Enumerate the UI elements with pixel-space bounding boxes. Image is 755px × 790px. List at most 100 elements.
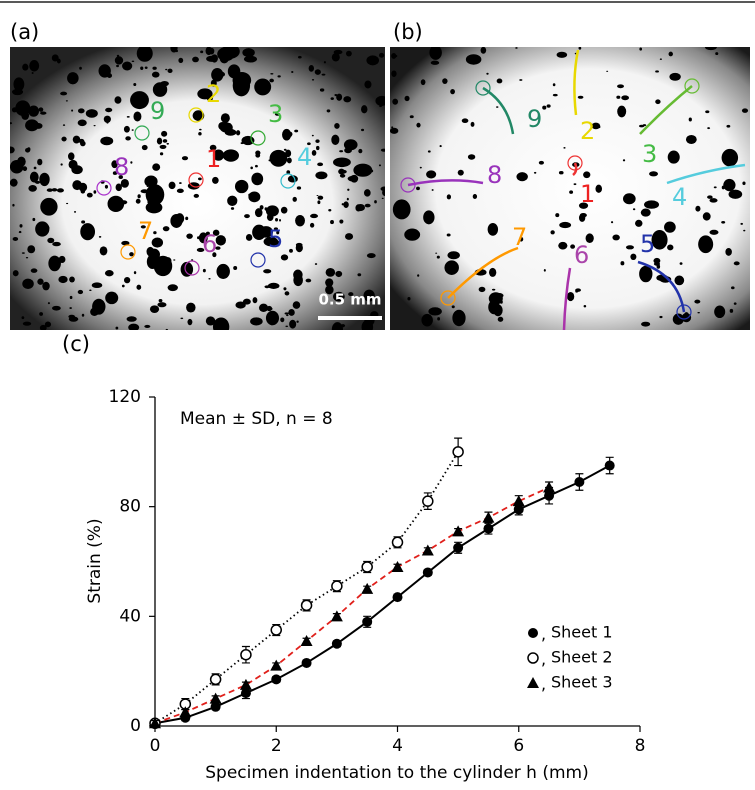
- speckle: [159, 152, 164, 156]
- speckle: [416, 186, 420, 191]
- speckle: [242, 48, 255, 58]
- speckle: [488, 267, 497, 277]
- speckle: [158, 299, 163, 303]
- speckle: [135, 198, 141, 204]
- speckle: [44, 321, 52, 328]
- image-b: [390, 47, 750, 330]
- speckle: [291, 70, 294, 74]
- speckle: [569, 190, 574, 194]
- y-tick-label: 0: [130, 716, 141, 736]
- marker-number: 3: [642, 140, 657, 168]
- marker-number: 6: [202, 230, 217, 258]
- speckle: [620, 261, 625, 266]
- speckle: [193, 193, 200, 198]
- speckle: [266, 213, 274, 222]
- data-point: [210, 701, 221, 712]
- speckle: [85, 109, 98, 118]
- legend-label: Sheet 2: [551, 648, 613, 667]
- speckle: [338, 168, 345, 175]
- speckle: [145, 201, 163, 214]
- speckle: [694, 299, 701, 304]
- speckle: [407, 296, 411, 301]
- speckle: [421, 313, 433, 327]
- speckle: [185, 216, 189, 221]
- speckle: [72, 135, 81, 144]
- speckle: [242, 298, 251, 305]
- speckle: [12, 270, 19, 277]
- speckle: [38, 107, 44, 112]
- scale-bar-label: 0.5 mm: [318, 291, 381, 309]
- speckle: [104, 184, 109, 189]
- speckle: [335, 270, 343, 278]
- speckle: [317, 200, 321, 205]
- speckle: [212, 149, 225, 161]
- speckle: [430, 47, 435, 53]
- speckle: [241, 135, 255, 146]
- speckle: [230, 207, 235, 210]
- data-point: [331, 580, 343, 592]
- speckle: [672, 313, 684, 325]
- speckle: [68, 159, 78, 170]
- speckle: [656, 264, 661, 269]
- speckle: [644, 200, 660, 209]
- legend-marker: [528, 628, 538, 638]
- speckle: [196, 247, 205, 253]
- speckle: [216, 263, 230, 279]
- marker-number: 2: [580, 117, 595, 145]
- speckle: [664, 221, 676, 233]
- speckle: [740, 222, 744, 225]
- speckle: [162, 139, 168, 143]
- speckle: [325, 278, 334, 287]
- speckle: [356, 203, 366, 212]
- speckle: [19, 224, 23, 228]
- speckle: [715, 52, 719, 56]
- speckle: [741, 108, 749, 113]
- speckle: [146, 254, 159, 270]
- speckle: [276, 230, 280, 235]
- speckle: [697, 312, 700, 314]
- speckle: [47, 237, 55, 244]
- speckle: [437, 317, 441, 321]
- speckle: [100, 136, 114, 146]
- speckle: [333, 157, 351, 168]
- speckle: [133, 111, 142, 122]
- speckle: [77, 119, 87, 127]
- speckle: [726, 124, 731, 128]
- speckle: [347, 188, 350, 191]
- speckle: [37, 278, 44, 285]
- x-tick-label: 2: [271, 736, 282, 756]
- data-point: [179, 706, 192, 718]
- speckle: [279, 218, 282, 222]
- speckle: [60, 260, 64, 263]
- speckle: [380, 148, 385, 152]
- data-point: [453, 542, 464, 553]
- speckle: [419, 166, 422, 169]
- speckle: [71, 109, 74, 112]
- speckle: [499, 300, 503, 304]
- y-tick-label: 40: [119, 606, 141, 626]
- speckle: [346, 197, 349, 201]
- speckle: [151, 237, 164, 248]
- speckle: [659, 58, 662, 60]
- speckle: [642, 124, 647, 127]
- data-point: [361, 561, 373, 573]
- speckle: [404, 228, 421, 241]
- data-point: [239, 678, 252, 690]
- speckle: [232, 74, 251, 97]
- speckle: [208, 277, 211, 280]
- speckle: [131, 60, 135, 63]
- marker-number: 9: [527, 105, 542, 133]
- speckle: [173, 259, 176, 261]
- data-point: [421, 544, 434, 556]
- speckle: [404, 95, 410, 102]
- speckle: [555, 213, 560, 218]
- speckle: [282, 128, 292, 141]
- speckle: [625, 245, 634, 250]
- speckle: [705, 110, 710, 114]
- speckle: [495, 106, 499, 108]
- speckle: [364, 80, 372, 89]
- speckle: [345, 233, 354, 240]
- marker-number: 4: [672, 183, 687, 211]
- speckle: [81, 220, 86, 224]
- speckle: [126, 316, 137, 322]
